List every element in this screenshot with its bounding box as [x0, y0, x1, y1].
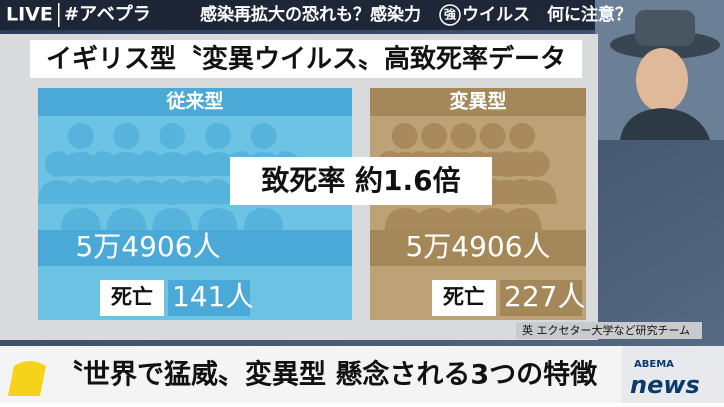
person-icon: [106, 123, 147, 176]
total: 5万4906人: [405, 230, 550, 263]
presenter: [595, 0, 724, 140]
total: 5万4906人: [75, 230, 220, 263]
deaths: 227人: [504, 280, 585, 313]
person-head: [523, 151, 550, 177]
overlay-text: 致死率 約1.6倍: [261, 164, 460, 197]
person-icon: [197, 123, 238, 176]
logo-box: [622, 346, 724, 403]
total-band: [38, 230, 352, 266]
person-head: [136, 151, 163, 177]
person-head: [204, 123, 231, 149]
person-head: [391, 123, 418, 149]
person-body: [83, 180, 124, 204]
person-body: [106, 208, 147, 232]
person-head: [67, 179, 94, 205]
overlay-box: [230, 157, 492, 205]
total-band: [370, 230, 586, 266]
person-head: [204, 179, 231, 205]
person-icon: [38, 151, 78, 204]
person-icon: [152, 179, 193, 232]
person-icon: [502, 179, 542, 232]
person-body: [152, 152, 193, 176]
person-body: [197, 152, 238, 176]
death-label: 死亡: [443, 285, 485, 309]
person-head: [159, 123, 186, 149]
person-head: [479, 123, 506, 149]
person-body: [106, 152, 147, 176]
person-body: [60, 152, 101, 176]
circled-mark: [439, 4, 461, 26]
person-icon: [197, 179, 238, 232]
deaths-box: [500, 280, 582, 316]
headline: 〝世界で猛威〟変異型 懸念される3つの特徴: [56, 359, 598, 391]
person-head: [113, 123, 140, 149]
person-head: [90, 151, 117, 177]
death-label-box: [432, 280, 496, 316]
logo-brand: ABEMA: [634, 359, 674, 370]
person-body: [175, 180, 215, 204]
source-box: [516, 322, 702, 339]
person-body: [502, 208, 542, 232]
person-head: [450, 123, 477, 149]
person-head: [509, 179, 535, 205]
lower-third: [0, 346, 724, 403]
panel-header: [370, 88, 586, 116]
person-body: [243, 208, 284, 232]
person-icon: [60, 123, 101, 176]
person-head: [494, 151, 521, 177]
hashtag: #アベプラ: [64, 3, 151, 25]
live-label: LIVE: [6, 4, 53, 26]
death-label-box: [100, 280, 164, 316]
ticker-bar: [0, 0, 595, 30]
ticker-text: ウイルス 何に注意？: [462, 4, 632, 25]
person-body: [60, 208, 101, 232]
person-head: [250, 123, 277, 149]
person-body: [38, 180, 78, 204]
person-head: [509, 123, 535, 149]
panel-header: [38, 88, 352, 116]
board-title-box: [30, 40, 582, 78]
person-body: [197, 208, 238, 232]
person-body: [152, 208, 193, 232]
lower-third-icon: [8, 361, 46, 396]
panel-label: 変異型: [449, 90, 506, 113]
panel-label: 従来型: [165, 90, 223, 113]
person-head: [67, 123, 94, 149]
board-title: イギリス型〝変異ウイルス〟高致死率データ: [46, 44, 566, 75]
person-head: [113, 179, 140, 205]
person-body: [129, 180, 170, 204]
person-icon: [106, 179, 147, 232]
person-icon: [83, 151, 124, 204]
person-icon: [175, 151, 215, 204]
deaths: 141人: [172, 280, 253, 313]
person-head: [45, 151, 71, 177]
person-icon: [60, 179, 101, 232]
person-icon: [129, 151, 170, 204]
deaths-box: [168, 280, 250, 316]
person-icon: [152, 123, 193, 176]
source: 英 エクセター大学など研究チーム: [522, 323, 690, 337]
death-label: 死亡: [111, 285, 153, 309]
person-head: [421, 123, 447, 149]
person-head: [182, 151, 208, 177]
logo-name: news: [630, 371, 700, 399]
divider: [58, 3, 60, 27]
ticker-text: 強: [444, 7, 456, 22]
person-head: [159, 179, 186, 205]
ticker-text: 感染再拡大の恐れも？感染力: [200, 4, 421, 25]
